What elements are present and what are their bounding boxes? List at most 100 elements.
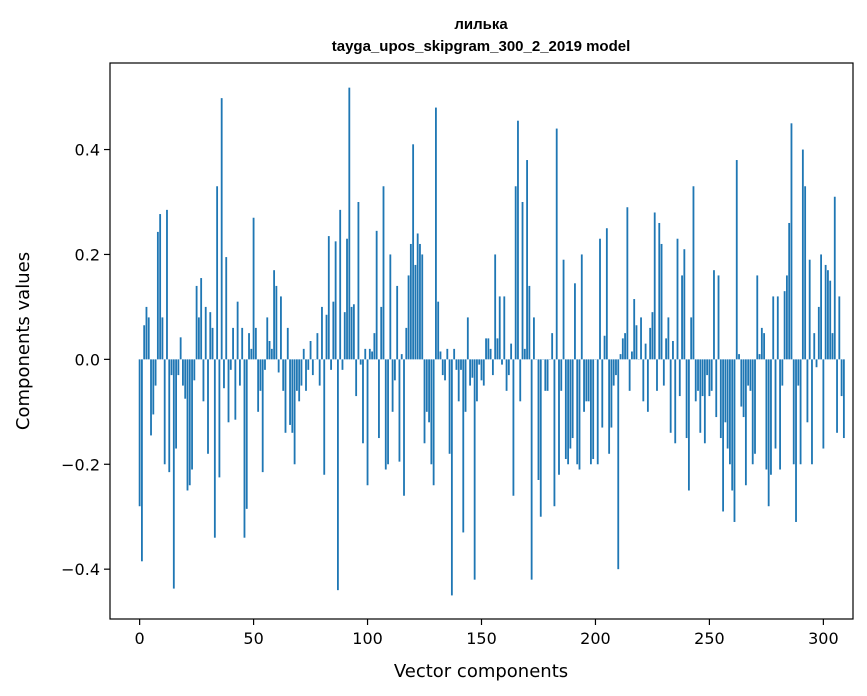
y-tick-label-3: 0.2 — [75, 245, 100, 264]
bar-304 — [831, 333, 834, 360]
bar-58 — [270, 348, 273, 360]
y-axis-label: Components values — [13, 252, 34, 430]
bar-61 — [277, 359, 280, 373]
bar-107 — [382, 186, 385, 360]
bar-57 — [268, 341, 271, 360]
bar-307 — [838, 296, 841, 360]
bar-137 — [450, 359, 453, 596]
bar-56 — [266, 317, 269, 360]
bar-188 — [567, 359, 570, 465]
bar-223 — [646, 359, 649, 412]
bar-55 — [264, 359, 266, 370]
bar-198 — [589, 359, 592, 465]
bar-85 — [332, 301, 335, 360]
bar-60 — [275, 285, 278, 360]
bar-211 — [619, 354, 622, 360]
bar-182 — [553, 359, 556, 507]
bar-276 — [767, 359, 770, 507]
bar-281 — [779, 359, 781, 470]
bar-79 — [318, 359, 321, 386]
bar-155 — [491, 359, 494, 376]
bar-165 — [514, 186, 517, 360]
bar-289 — [797, 359, 800, 386]
bar-29 — [204, 306, 207, 360]
y-tick-label-0: −0.4 — [61, 560, 100, 579]
bar-308 — [840, 359, 843, 397]
bar-296 — [813, 333, 816, 360]
bar-159 — [501, 359, 503, 365]
bar-70 — [298, 359, 301, 402]
bar-212 — [621, 338, 624, 360]
bar-140 — [457, 359, 460, 402]
bar-123 — [419, 243, 421, 360]
bar-19 — [182, 359, 184, 386]
bar-261 — [733, 359, 736, 522]
bar-96 — [357, 202, 360, 360]
bar-263 — [738, 354, 740, 360]
bar-149 — [478, 359, 481, 365]
bar-282 — [781, 359, 784, 386]
bar-253 — [715, 359, 718, 418]
bar-242 — [690, 317, 693, 360]
bar-260 — [731, 359, 734, 491]
bar-279 — [774, 359, 777, 449]
bar-172 — [530, 359, 533, 580]
bar-166 — [517, 120, 519, 360]
bar-309 — [842, 359, 845, 439]
chart-title-line-2: tayga_upos_skipgram_300_2_2019 model — [332, 38, 631, 55]
bar-47 — [245, 359, 248, 509]
bar-238 — [681, 275, 683, 360]
bar-102 — [371, 351, 374, 360]
bar-69 — [295, 359, 298, 391]
bar-199 — [592, 359, 595, 460]
bar-43 — [236, 301, 239, 360]
bar-152 — [485, 338, 487, 360]
bar-306 — [836, 359, 838, 433]
bar-25 — [195, 285, 198, 360]
bar-277 — [770, 359, 772, 475]
bar-202 — [599, 238, 601, 360]
bar-197 — [587, 359, 590, 402]
bar-112 — [393, 359, 396, 381]
bar-210 — [617, 359, 620, 570]
bar-26 — [197, 317, 200, 360]
bar-78 — [316, 333, 319, 360]
bar-50 — [252, 217, 255, 360]
bar-7 — [154, 359, 157, 386]
bar-16 — [175, 359, 177, 449]
bar-37 — [223, 359, 225, 389]
bar-250 — [708, 359, 711, 397]
y-tick-label-2: 0.0 — [75, 350, 100, 369]
bar-204 — [603, 335, 606, 360]
bar-284 — [785, 275, 788, 360]
bar-100 — [366, 359, 369, 486]
bar-256 — [722, 359, 724, 512]
bar-146 — [471, 359, 474, 378]
bar-158 — [498, 296, 501, 360]
bar-234 — [672, 341, 674, 360]
bar-28 — [202, 359, 205, 402]
bar-209 — [615, 359, 617, 376]
bar-233 — [669, 359, 672, 433]
bar-262 — [735, 160, 738, 360]
bar-76 — [311, 359, 314, 376]
bar-66 — [289, 359, 291, 425]
bar-134 — [444, 359, 446, 381]
bar-169 — [523, 348, 526, 360]
bar-285 — [788, 222, 791, 360]
bar-114 — [398, 359, 401, 462]
bar-151 — [482, 359, 485, 386]
bar-139 — [455, 359, 458, 370]
bar-228 — [658, 222, 661, 360]
x-tick-label-5: 250 — [694, 629, 725, 648]
bar-128 — [430, 359, 433, 465]
bar-153 — [487, 338, 490, 360]
bar-33 — [213, 359, 216, 538]
bar-127 — [428, 359, 430, 423]
bar-120 — [412, 144, 415, 360]
bar-243 — [692, 186, 695, 360]
bar-280 — [776, 296, 779, 360]
bar-251 — [710, 359, 713, 391]
bar-205 — [605, 228, 608, 360]
